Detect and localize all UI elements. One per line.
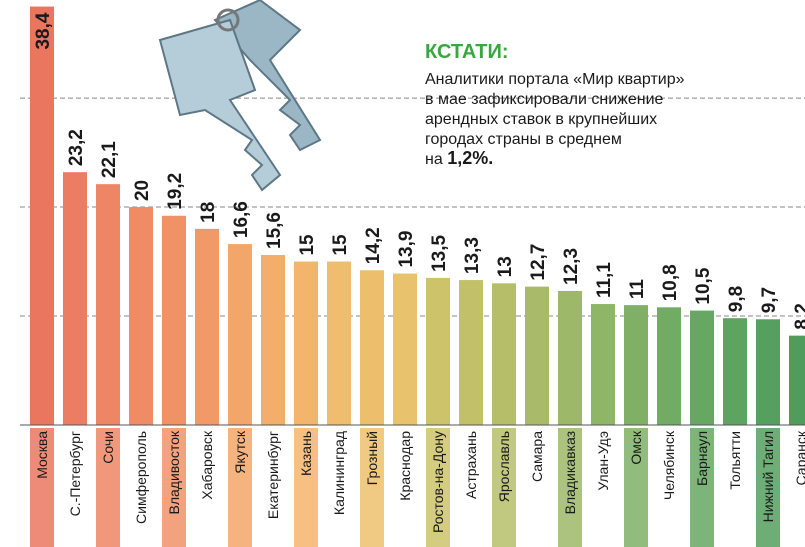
value-label: 10,5 (693, 267, 714, 304)
bar (195, 229, 219, 425)
bar (492, 283, 516, 425)
x-tick-label: Хабаровск (199, 430, 215, 499)
x-tick-label: Барнаул (694, 431, 710, 486)
x-tick-label: Сочи (100, 431, 116, 464)
value-label: 13,3 (462, 237, 483, 274)
x-tick-label: Владикавказ (562, 431, 578, 514)
bar (657, 307, 681, 425)
bar (261, 255, 285, 425)
x-tick-label: Симферополь (133, 431, 149, 524)
x-tick-label: Ростов-на-Дону (430, 431, 446, 533)
value-label: 20 (132, 180, 153, 201)
value-label: 15 (330, 234, 351, 256)
bar (30, 7, 54, 425)
value-label: 13,9 (396, 231, 417, 268)
value-label: 16,6 (231, 201, 252, 238)
x-tick-label: Владивосток (166, 430, 182, 514)
bar (756, 319, 780, 425)
bar (525, 287, 549, 425)
x-tick-label: Улан-Удэ (595, 431, 611, 491)
value-label: 23,2 (66, 129, 87, 166)
bar (162, 216, 186, 425)
bar (228, 244, 252, 425)
x-tick-label: Ярославль (496, 431, 512, 502)
note-line: арендных ставок в крупнейших (425, 111, 657, 128)
x-tick-label: Саранск (793, 430, 805, 485)
note-line: в мае зафиксировали снижение (425, 91, 664, 108)
value-label: 8,2 (792, 303, 805, 329)
x-tick-label: Грозный (364, 431, 380, 485)
bar (63, 172, 87, 425)
bar (426, 278, 450, 425)
bar (723, 318, 747, 425)
x-tick-label: Астрахань (463, 431, 479, 499)
x-tick-label: Тольятти (727, 431, 743, 490)
value-label: 9,7 (759, 287, 780, 313)
bar (624, 305, 648, 425)
value-label: 12,7 (528, 244, 549, 281)
bar (327, 262, 351, 425)
value-label: 15,6 (264, 212, 285, 249)
x-tick-label: Москва (34, 431, 50, 479)
x-tick-label: Самара (529, 431, 545, 482)
note-line: городах страны в среднем (425, 131, 622, 148)
value-label: 38,4 (33, 12, 54, 49)
bar (393, 274, 417, 425)
value-label: 12,3 (561, 248, 582, 285)
bar (558, 291, 582, 425)
x-tick-label: Омск (628, 430, 644, 465)
x-tick-label: Казань (298, 431, 314, 476)
x-tick-label: Нижний Тагил (760, 431, 776, 522)
x-tick-label: С.-Петербург (67, 431, 83, 516)
x-tick-label: Екатеринбург (265, 431, 281, 519)
note-prefix: на (425, 151, 447, 168)
note-heading: КСТАТИ: (425, 41, 509, 63)
chart: Москва 38,4 С.-Петербург 23,2 Сочи 22,1 Симфер… (0, 0, 805, 547)
bar (789, 336, 805, 425)
bar (294, 262, 318, 425)
value-label: 13,5 (429, 234, 450, 271)
x-tick-label: Якутск (232, 430, 248, 474)
bar (591, 304, 615, 425)
bar (96, 184, 120, 425)
value-label: 18 (198, 202, 219, 223)
note-line: на 1,2%. (425, 148, 493, 168)
value-label: 14,2 (363, 227, 384, 264)
value-label: 15 (297, 234, 318, 256)
bar (459, 280, 483, 425)
x-tick-label: Челябинск (661, 430, 677, 500)
bar (129, 207, 153, 425)
value-label: 11 (627, 279, 648, 300)
note-line: Аналитики портала «Мир квартир» (425, 71, 685, 88)
value-label: 9,8 (726, 286, 747, 312)
value-label: 10,8 (660, 264, 681, 301)
x-tick-label: Краснодар (397, 431, 413, 501)
note-bold: 1,2%. (447, 148, 493, 168)
value-label: 13 (495, 256, 516, 277)
bar (360, 270, 384, 425)
bar (690, 311, 714, 425)
value-label: 19,2 (165, 173, 186, 210)
x-tick-label: Калининград (331, 431, 347, 515)
value-label: 22,1 (99, 141, 120, 178)
value-label: 11,1 (594, 262, 615, 298)
